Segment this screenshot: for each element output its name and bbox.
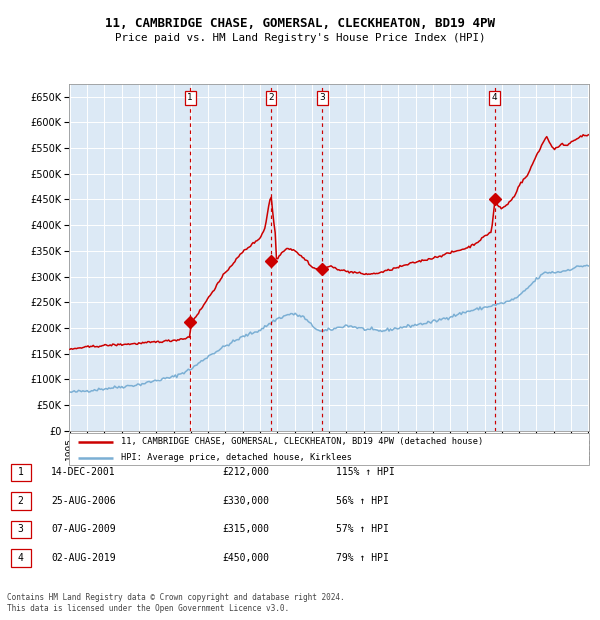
Text: 1: 1 <box>187 93 193 102</box>
Text: 11, CAMBRIDGE CHASE, GOMERSAL, CLECKHEATON, BD19 4PW (detached house): 11, CAMBRIDGE CHASE, GOMERSAL, CLECKHEAT… <box>121 437 483 446</box>
FancyBboxPatch shape <box>69 433 589 465</box>
Text: Contains HM Land Registry data © Crown copyright and database right 2024.
This d: Contains HM Land Registry data © Crown c… <box>7 593 345 613</box>
Text: 14-DEC-2001: 14-DEC-2001 <box>51 467 116 477</box>
Text: Price paid vs. HM Land Registry's House Price Index (HPI): Price paid vs. HM Land Registry's House … <box>115 33 485 43</box>
Text: HPI: Average price, detached house, Kirklees: HPI: Average price, detached house, Kirk… <box>121 453 352 463</box>
Text: 4: 4 <box>18 553 23 563</box>
Text: 07-AUG-2009: 07-AUG-2009 <box>51 525 116 534</box>
Text: 56% ↑ HPI: 56% ↑ HPI <box>336 496 389 506</box>
Text: £450,000: £450,000 <box>222 553 269 563</box>
Text: 3: 3 <box>18 525 23 534</box>
Text: 79% ↑ HPI: 79% ↑ HPI <box>336 553 389 563</box>
Text: 57% ↑ HPI: 57% ↑ HPI <box>336 525 389 534</box>
Text: £330,000: £330,000 <box>222 496 269 506</box>
Text: £212,000: £212,000 <box>222 467 269 477</box>
Text: 2: 2 <box>18 496 23 506</box>
Text: 02-AUG-2019: 02-AUG-2019 <box>51 553 116 563</box>
Text: 1: 1 <box>18 467 23 477</box>
Text: £315,000: £315,000 <box>222 525 269 534</box>
Text: 3: 3 <box>319 93 325 102</box>
Text: 2: 2 <box>268 93 274 102</box>
Text: 11, CAMBRIDGE CHASE, GOMERSAL, CLECKHEATON, BD19 4PW: 11, CAMBRIDGE CHASE, GOMERSAL, CLECKHEAT… <box>105 17 495 30</box>
Text: 4: 4 <box>492 93 497 102</box>
Text: 115% ↑ HPI: 115% ↑ HPI <box>336 467 395 477</box>
Text: 25-AUG-2006: 25-AUG-2006 <box>51 496 116 506</box>
